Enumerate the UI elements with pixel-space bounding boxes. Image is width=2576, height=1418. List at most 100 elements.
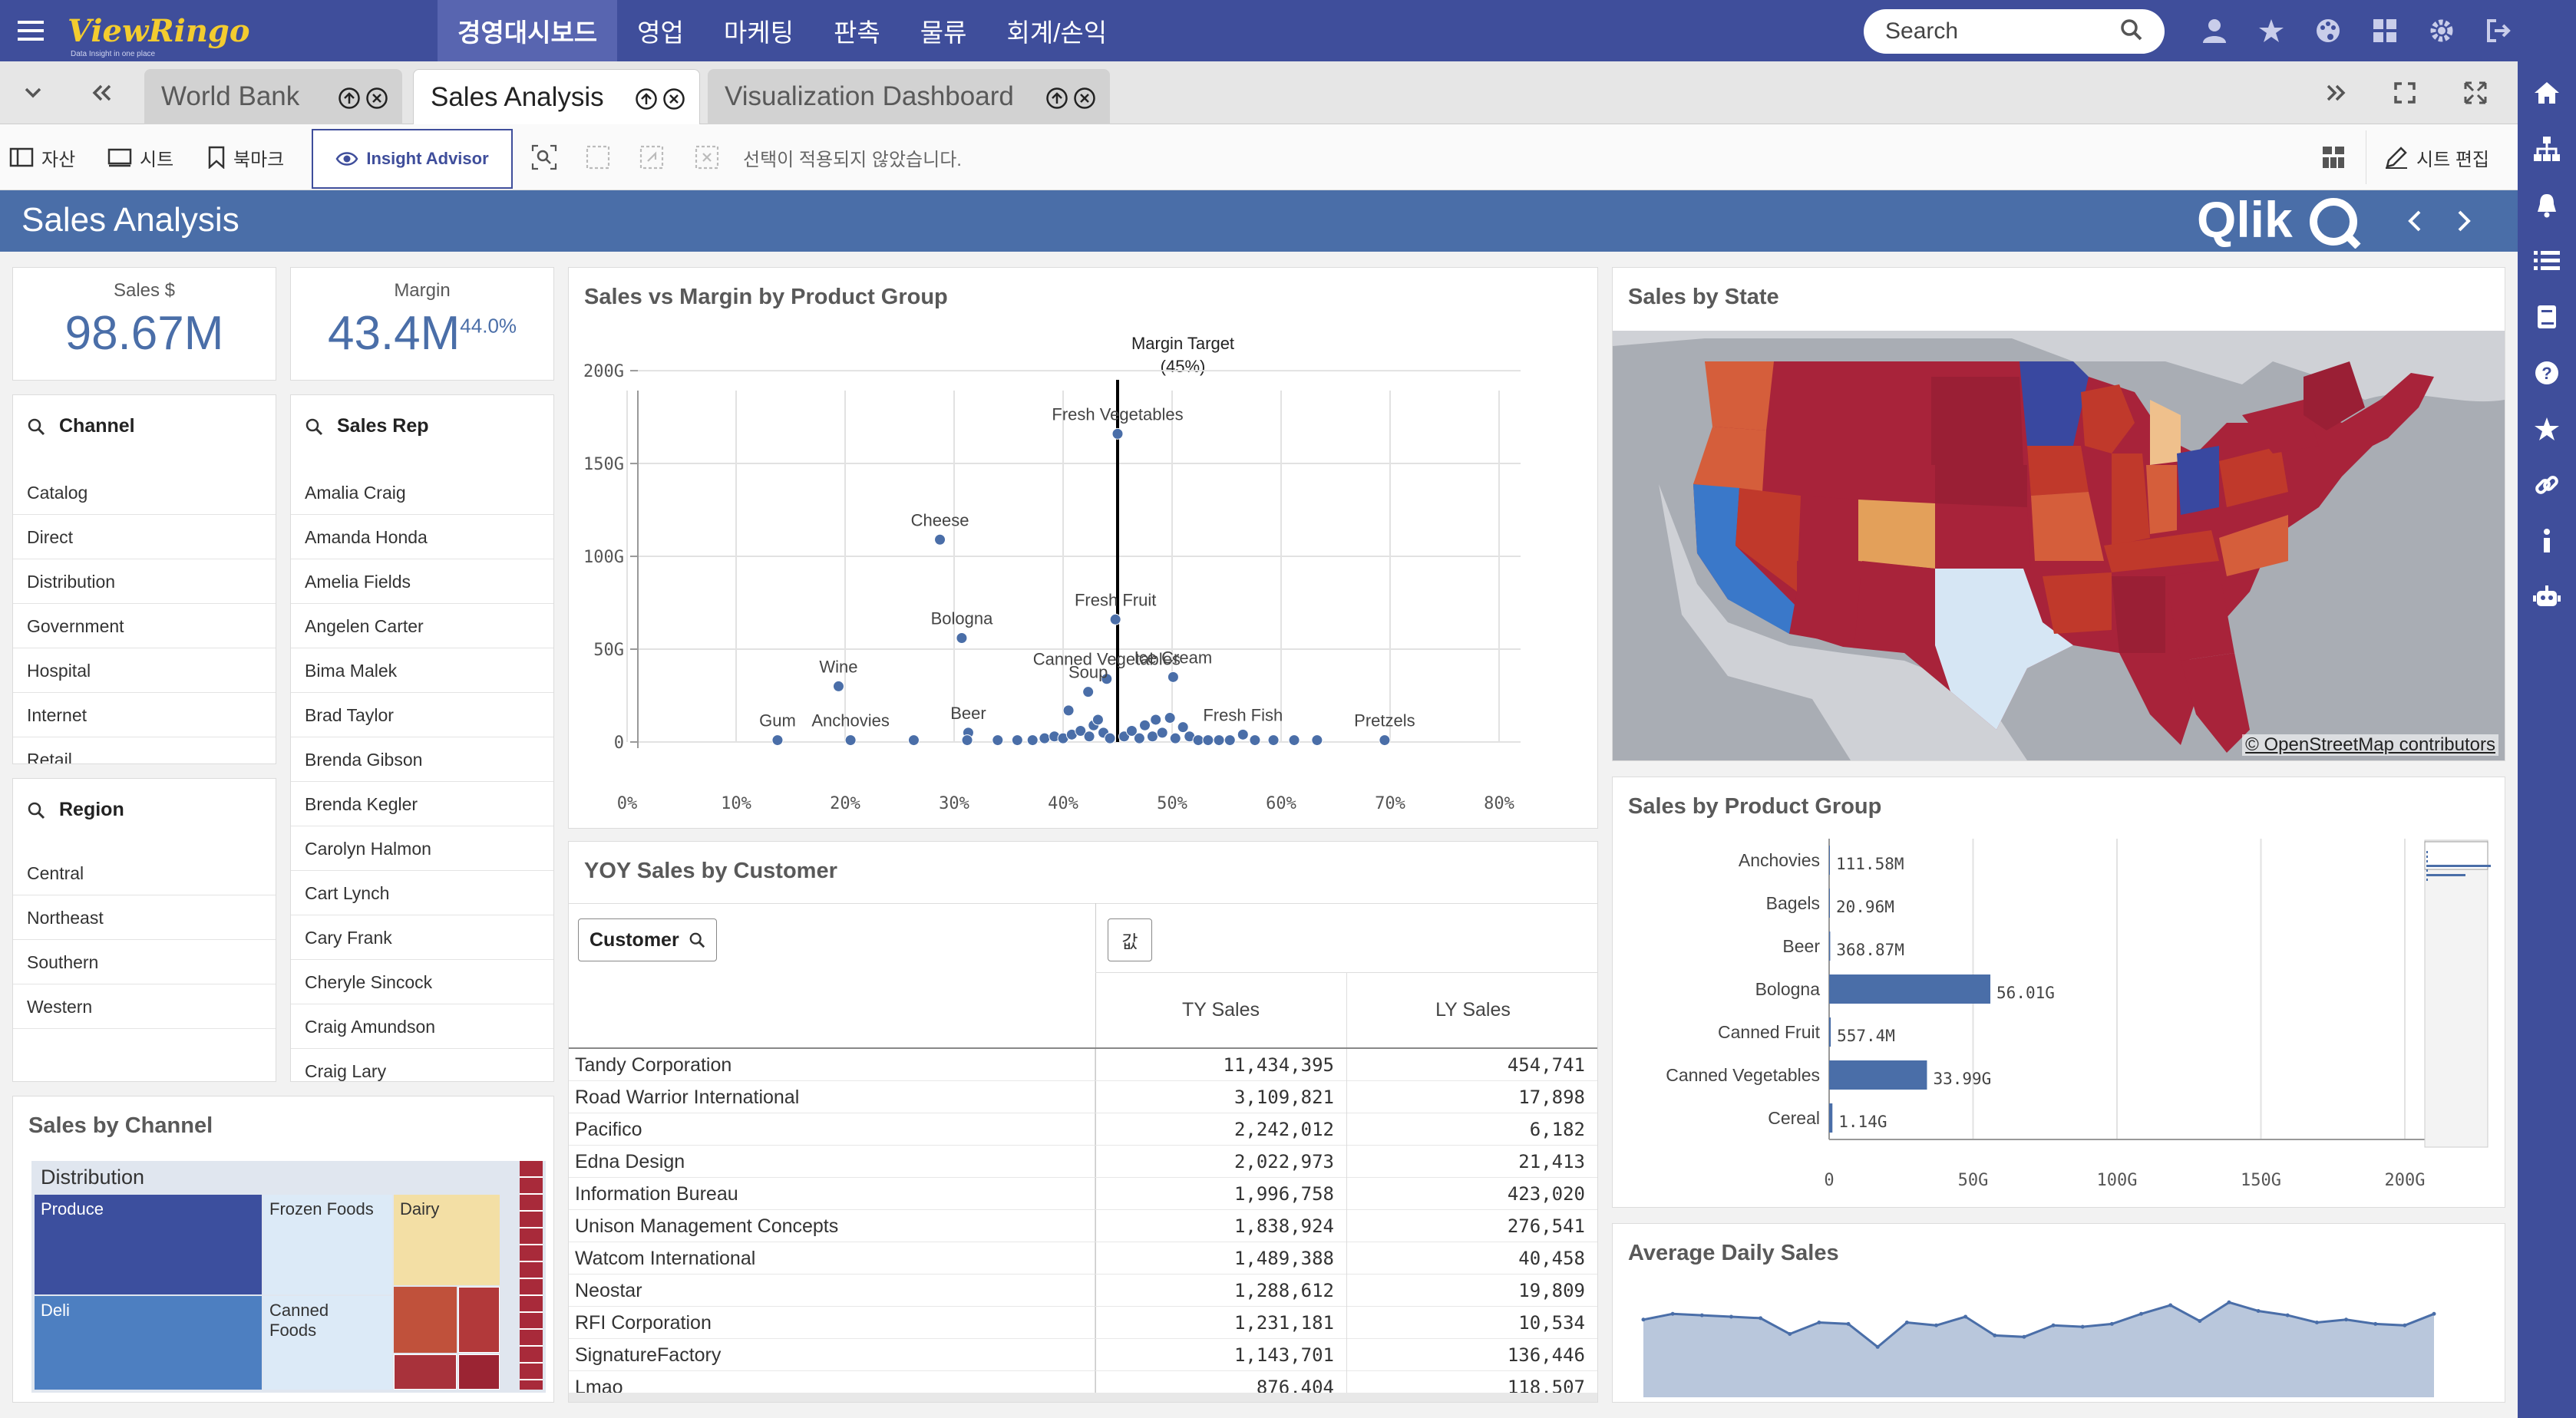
nav-item[interactable]: 판촉 bbox=[834, 18, 880, 47]
state-new-york[interactable] bbox=[2242, 400, 2319, 453]
treemap-tile-frozen-foods[interactable]: Frozen Foods bbox=[263, 1195, 392, 1294]
state-carolinas[interactable] bbox=[2219, 515, 2288, 576]
area-point[interactable] bbox=[2051, 1323, 2056, 1327]
tab-visualization-dashboard[interactable]: Visualization Dashboard bbox=[708, 69, 1110, 124]
info-icon[interactable] bbox=[2518, 513, 2576, 569]
prev-sheet-icon[interactable] bbox=[2406, 207, 2424, 239]
bar[interactable] bbox=[1829, 846, 1830, 875]
list-item[interactable]: Government bbox=[13, 604, 276, 648]
list-item[interactable]: Cheryle Sincock bbox=[291, 960, 553, 1004]
state-dakotas[interactable] bbox=[1931, 377, 2023, 465]
bell-icon[interactable] bbox=[2518, 176, 2576, 232]
treemap-tile-produce[interactable]: Produce bbox=[35, 1195, 262, 1294]
area-point[interactable] bbox=[2403, 1323, 2407, 1327]
menu-icon[interactable] bbox=[0, 0, 61, 61]
star-icon[interactable] bbox=[2243, 0, 2300, 61]
sitemap-icon[interactable] bbox=[2518, 120, 2576, 176]
state-florida[interactable] bbox=[2181, 653, 2250, 753]
area-point[interactable] bbox=[2227, 1300, 2231, 1304]
customer-dimension-button[interactable]: Customer bbox=[578, 918, 717, 961]
minichart-scrollbar[interactable] bbox=[2424, 839, 2488, 1148]
bar[interactable] bbox=[1829, 1060, 1927, 1090]
tab-world-bank[interactable]: World Bank bbox=[144, 69, 402, 124]
state-georgia[interactable] bbox=[2165, 569, 2234, 661]
bookmarks-button[interactable]: 북마크 bbox=[207, 124, 284, 190]
link-icon[interactable] bbox=[2518, 457, 2576, 513]
bar[interactable] bbox=[1829, 889, 1830, 918]
scatter-point[interactable] bbox=[1039, 732, 1051, 744]
help-icon[interactable]: ? bbox=[2518, 345, 2576, 401]
area-point[interactable] bbox=[1875, 1344, 1880, 1349]
expand-icon[interactable] bbox=[2449, 61, 2502, 124]
state-new-england[interactable] bbox=[2304, 361, 2365, 430]
sheets-button[interactable]: 시트 bbox=[107, 124, 173, 190]
list-item[interactable]: Brad Taylor bbox=[291, 693, 553, 737]
values-button[interactable]: 값 bbox=[1108, 918, 1152, 961]
state-nebraska[interactable] bbox=[1935, 465, 2027, 507]
scatter-point[interactable] bbox=[1267, 734, 1280, 747]
search-icon[interactable] bbox=[2120, 18, 2143, 45]
area-point[interactable] bbox=[2285, 1313, 2290, 1317]
scatter-point[interactable] bbox=[1075, 724, 1087, 737]
state-arkansas[interactable] bbox=[2043, 572, 2112, 634]
step-forward-icon[interactable] bbox=[639, 124, 665, 190]
smart-search-icon[interactable] bbox=[531, 124, 557, 190]
bar[interactable] bbox=[1829, 1103, 1833, 1133]
bar[interactable] bbox=[1829, 1017, 1831, 1047]
layout-icon[interactable] bbox=[2321, 124, 2346, 190]
col-header-ty-sales[interactable]: TY Sales bbox=[1095, 972, 1347, 1047]
area-point[interactable] bbox=[2314, 1321, 2319, 1324]
grid-icon[interactable] bbox=[2356, 0, 2413, 61]
scatter-point[interactable] bbox=[1150, 714, 1162, 726]
brand-logo[interactable]: ViewRingo Data Insight in one place bbox=[68, 13, 390, 58]
treemap-tile-canned-foods[interactable]: Canned Foods bbox=[263, 1296, 392, 1390]
robot-icon[interactable] bbox=[2518, 569, 2576, 625]
area-point[interactable] bbox=[1904, 1321, 1909, 1324]
list-item[interactable]: Craig Amundson bbox=[291, 1004, 553, 1049]
state-missouri[interactable] bbox=[2031, 492, 2104, 561]
tab-upload-icon[interactable] bbox=[635, 87, 658, 117]
scatter-point[interactable] bbox=[1091, 714, 1104, 726]
list-item[interactable]: Catalog bbox=[13, 470, 276, 515]
user-icon[interactable] bbox=[2186, 0, 2243, 61]
area-point[interactable] bbox=[2022, 1334, 2026, 1339]
area-point[interactable] bbox=[1788, 1332, 1792, 1336]
list-item[interactable]: Western bbox=[13, 984, 276, 1029]
nav-item[interactable]: 영업 bbox=[637, 18, 684, 47]
state-iowa[interactable] bbox=[2027, 446, 2089, 496]
list-item[interactable]: Northeast bbox=[13, 895, 276, 940]
scatter-point[interactable] bbox=[1082, 686, 1095, 698]
tab-sales-analysis[interactable]: Sales Analysis bbox=[413, 69, 700, 124]
list-item[interactable]: Central bbox=[13, 851, 276, 895]
scatter-point[interactable] bbox=[934, 533, 946, 546]
table-row[interactable]: SignatureFactory 1,143,701 136,446 bbox=[569, 1338, 1597, 1371]
scatter-point[interactable] bbox=[1164, 712, 1176, 724]
scatter-point[interactable] bbox=[1288, 734, 1300, 747]
area-point[interactable] bbox=[1963, 1314, 1968, 1319]
area-point[interactable] bbox=[1817, 1321, 1821, 1324]
state-new-mexico[interactable] bbox=[1854, 561, 1935, 645]
scatter-point[interactable] bbox=[1249, 734, 1261, 747]
table-row[interactable]: Watcom International 1,489,388 40,458 bbox=[569, 1242, 1597, 1275]
table-row[interactable]: Unison Management Concepts 1,838,924 276,5… bbox=[569, 1209, 1597, 1242]
area-point[interactable] bbox=[1641, 1317, 1646, 1322]
collapse-right-icon[interactable] bbox=[2309, 61, 2363, 124]
scatter-point[interactable] bbox=[992, 734, 1004, 747]
select-region-icon[interactable] bbox=[585, 124, 611, 190]
state-mississippi-alabama[interactable] bbox=[2112, 576, 2165, 653]
area-point[interactable] bbox=[1846, 1321, 1851, 1326]
scatter-point[interactable] bbox=[1192, 734, 1204, 747]
table-row[interactable]: Pacifico 2,242,012 6,182 bbox=[569, 1113, 1597, 1146]
area-point[interactable] bbox=[1759, 1316, 1763, 1321]
list-item[interactable]: Brenda Gibson bbox=[291, 737, 553, 782]
state-washington[interactable] bbox=[1705, 361, 1774, 430]
logout-icon[interactable] bbox=[2470, 0, 2527, 61]
area-point[interactable] bbox=[2109, 1321, 2114, 1326]
table-row[interactable]: Edna Design 2,022,973 21,413 bbox=[569, 1145, 1597, 1178]
gear-icon[interactable] bbox=[2413, 0, 2470, 61]
region-filter-header[interactable]: Region bbox=[27, 799, 124, 821]
area-point[interactable] bbox=[1934, 1323, 1938, 1327]
scatter-point[interactable] bbox=[1146, 730, 1158, 743]
scatter-point[interactable] bbox=[1311, 734, 1323, 747]
scatter-point[interactable] bbox=[1062, 704, 1075, 717]
